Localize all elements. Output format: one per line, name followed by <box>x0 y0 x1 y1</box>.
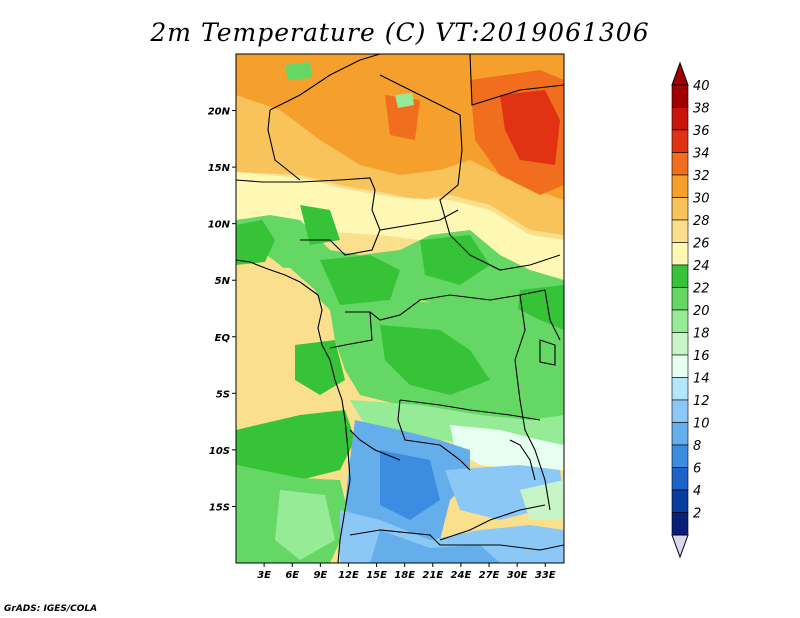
lon-tick-label: 18E <box>394 570 415 581</box>
colorbar-label: 10 <box>693 417 710 432</box>
lat-tick-label: 15S <box>209 502 230 513</box>
colorbar-bottom-arrow <box>671 534 689 559</box>
colorbar-swatch <box>671 399 689 423</box>
lat-tick-label: 20N <box>208 107 231 118</box>
lon-tick-label: 27E <box>479 570 500 581</box>
colorbar-label: 14 <box>693 372 710 387</box>
colorbar-swatch <box>671 467 689 491</box>
lon-tick-label: 33E <box>535 570 556 581</box>
colorbar-label: 26 <box>693 237 710 252</box>
temperature-field <box>236 54 564 563</box>
lon-tick-label: 3E <box>257 570 271 581</box>
lon-tick-label: 24E <box>451 570 472 581</box>
colorbar-label: 4 <box>693 484 701 499</box>
colorbar-label: 24 <box>693 259 710 274</box>
colorbar-swatch <box>671 219 689 243</box>
colorbar-swatch <box>671 287 689 311</box>
lat-tick-label: EQ <box>215 333 231 344</box>
colorbar-swatch <box>671 107 689 131</box>
colorbar-swatch <box>671 309 689 333</box>
country-borders <box>236 54 564 563</box>
colorbar-swatch <box>671 489 689 513</box>
colorbar-label: 36 <box>693 124 710 139</box>
colorbar-swatch <box>671 129 689 153</box>
colorbar-label: 22 <box>693 282 710 297</box>
colorbar-swatch <box>671 242 689 266</box>
lat-tick-label: 5N <box>215 276 231 287</box>
lon-tick-label: 6E <box>285 570 299 581</box>
lat-tick-label: 15N <box>208 163 231 174</box>
colorbar-swatch <box>671 84 689 108</box>
map-title: 2m Temperature (C) VT:2019061306 <box>150 18 650 47</box>
colorbar-label: 40 <box>693 79 710 94</box>
colorbar-swatch <box>671 377 689 401</box>
colorbar-swatch <box>671 152 689 176</box>
colorbar-swatch <box>671 512 689 536</box>
lat-tick-label: 5S <box>216 389 230 400</box>
colorbar-label: 16 <box>693 349 710 364</box>
grads-credit: GrADS: IGES/COLA <box>4 604 98 614</box>
lat-tick-label: 10S <box>209 446 230 457</box>
colorbar-label: 30 <box>693 192 710 207</box>
colorbar-label: 6 <box>693 462 701 477</box>
colorbar-swatch <box>671 422 689 446</box>
colorbar-label: 38 <box>693 102 710 117</box>
colorbar-label: 20 <box>693 304 710 319</box>
colorbar-top-arrow <box>671 61 689 86</box>
colorbar-label: 8 <box>693 439 701 454</box>
colorbar-label: 34 <box>693 147 710 162</box>
colorbar-swatch <box>671 264 689 288</box>
colorbar-label: 12 <box>693 394 710 409</box>
lon-tick-label: 9E <box>313 570 327 581</box>
colorbar-label: 18 <box>693 327 710 342</box>
colorbar-swatch <box>671 332 689 356</box>
lon-tick-label: 15E <box>366 570 387 581</box>
lon-tick-label: 21E <box>422 570 443 581</box>
lat-tick-label: 10N <box>208 220 231 231</box>
latitude-axis: 20N 15N 10N 5N EQ 5S 10S 15S <box>208 107 236 513</box>
lon-tick-label: 30E <box>507 570 528 581</box>
longitude-axis: 3E 6E 9E 12E 15E 18E 21E 24E 27E 30E 33E <box>257 563 556 581</box>
colorbar-swatch <box>671 444 689 468</box>
colorbar-swatch <box>671 354 689 378</box>
colorbar-label: 28 <box>693 214 710 229</box>
lon-tick-label: 12E <box>338 570 359 581</box>
colorbar-swatch <box>671 174 689 198</box>
colorbar-label: 32 <box>693 169 710 184</box>
colorbar-label: 2 <box>693 507 701 522</box>
map-frame <box>235 53 565 564</box>
colorbar-swatch <box>671 197 689 221</box>
